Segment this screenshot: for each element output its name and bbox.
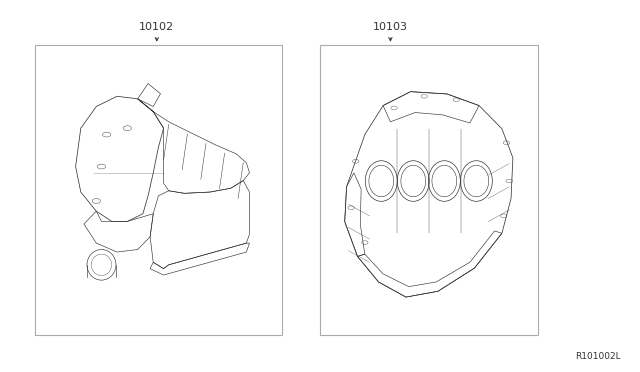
Text: 10102: 10102 [140,22,174,32]
Bar [320,45,538,335]
Text: R101002L: R101002L [575,352,621,361]
Text: 10103: 10103 [373,22,408,32]
Bar [35,45,282,335]
